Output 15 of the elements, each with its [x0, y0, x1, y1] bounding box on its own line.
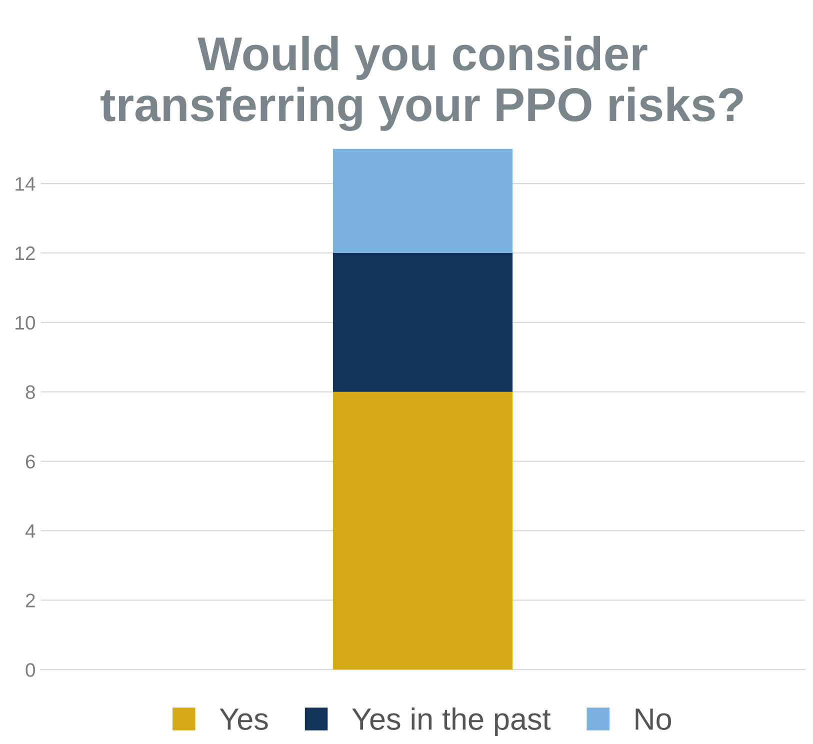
bar — [332, 392, 513, 670]
y-tick-label: 4 — [25, 524, 36, 538]
bar — [332, 252, 513, 392]
y-tick-label: 2 — [26, 594, 35, 608]
bar — [332, 148, 513, 253]
y-tick-label: 10 — [16, 316, 36, 330]
y-tick-label: 0 — [26, 663, 36, 677]
legend-label: Yes — [220, 708, 268, 730]
legend-label: No — [636, 708, 672, 730]
y-tick-label: 6 — [26, 454, 35, 469]
y-tick-label: 14 — [16, 177, 36, 191]
legend-label: Yes in the past — [352, 708, 551, 736]
chart-title: Would you consider transferring your PPO risks? — [100, 36, 743, 132]
y-tick-label: 8 — [26, 385, 35, 400]
y-tick-label: 12 — [16, 246, 35, 260]
